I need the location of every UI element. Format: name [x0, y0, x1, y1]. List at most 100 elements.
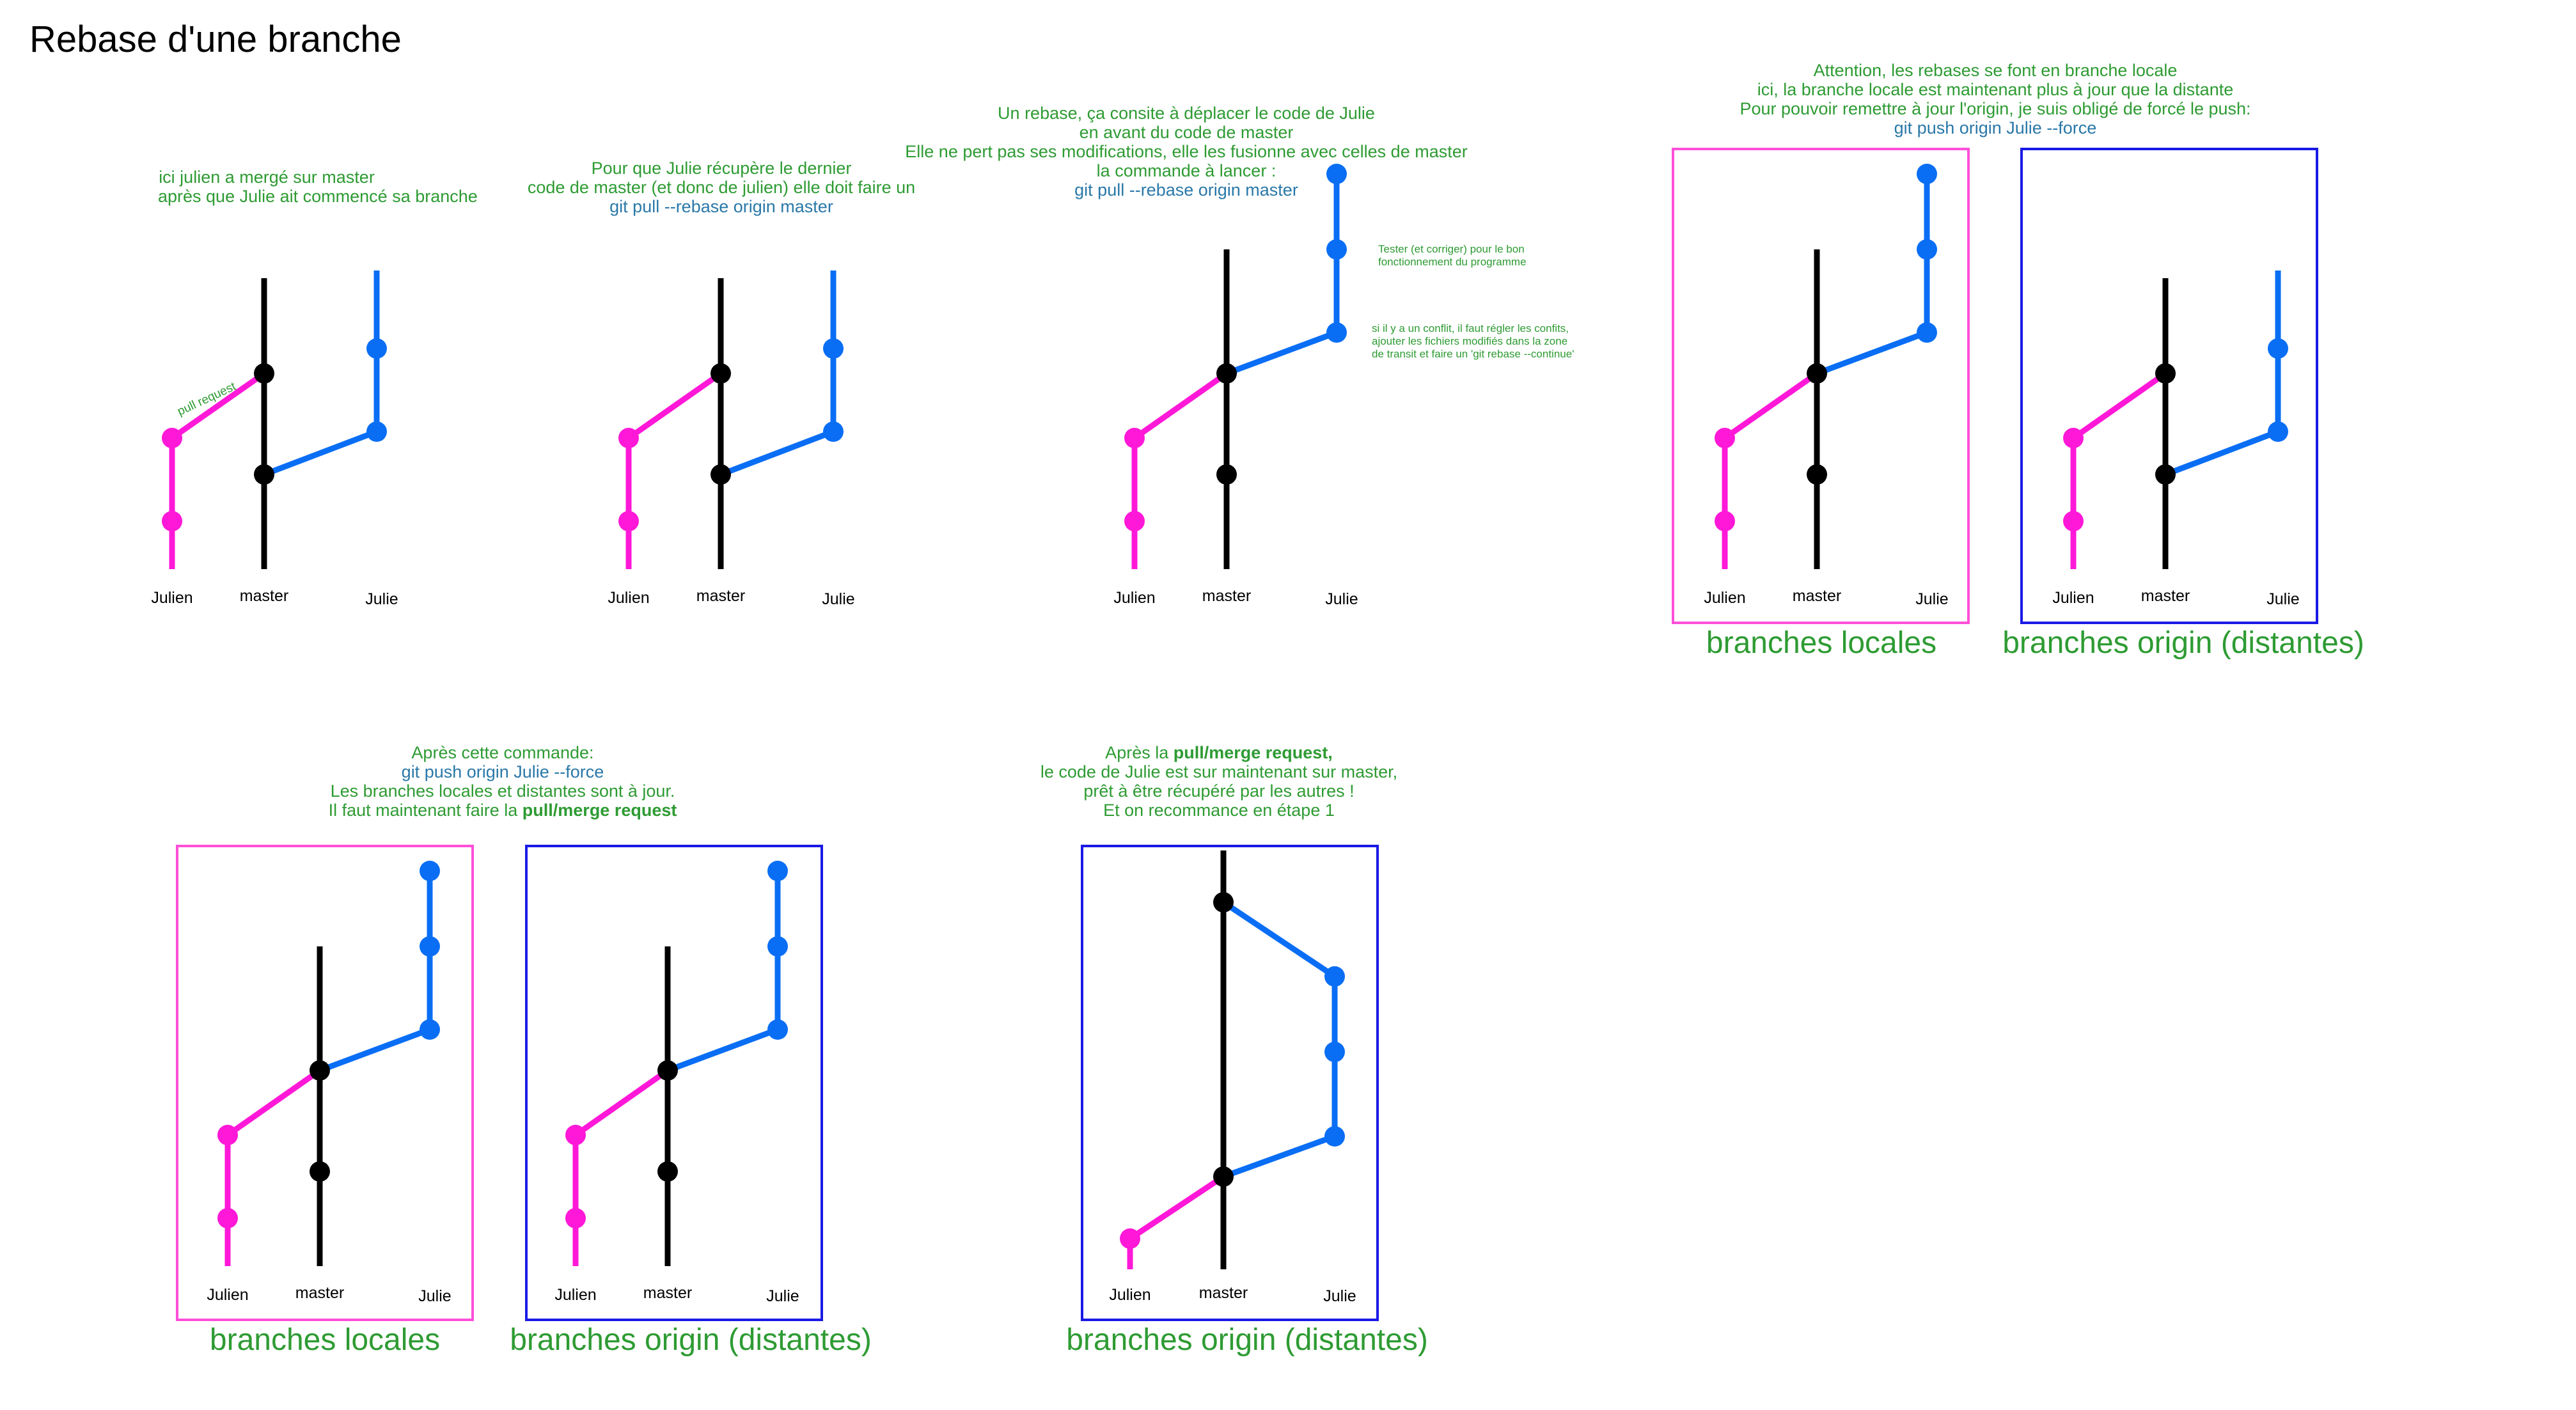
- step4-origin-box: [2020, 148, 2318, 624]
- step5-local-julie-commit-2: [420, 936, 440, 957]
- step6-line-1: Après la pull/merge request,: [1041, 743, 1397, 762]
- step4-origin-julie-commit-1: [2268, 421, 2288, 442]
- step5-local-label-master: master: [295, 1284, 344, 1302]
- step4-origin-julien-commit-1: [2063, 511, 2084, 531]
- step2-label-master: master: [696, 587, 745, 605]
- step4-line-2: ici, la branche locale est maintenant pl…: [1757, 80, 2234, 99]
- step4-origin-label-julie: Julie: [2266, 590, 2299, 608]
- step5-local-label-julie: Julie: [418, 1287, 451, 1305]
- step5-local-julien-commit-1: [217, 1208, 238, 1228]
- side-note-conflict-line-3: de transit et faire un 'git rebase --con…: [1372, 348, 1575, 360]
- step2-julien-commit-2: [618, 428, 639, 448]
- step4-origin-julien-merge-line: [2071, 371, 2167, 441]
- step5-local-label-julien: Julien: [207, 1286, 248, 1304]
- step2-julien-merge-line: [627, 371, 723, 441]
- step6-julie-commit-2: [1324, 1042, 1345, 1062]
- caption-step5-origin: branches origin (distantes): [510, 1323, 872, 1357]
- step4-origin-julie-branch-line: [2164, 428, 2279, 478]
- step3-label-julien: Julien: [1113, 589, 1155, 607]
- step1-master-commit-merge: [254, 363, 274, 384]
- step3-line-1: Un rebase, ça consite à déplacer le code…: [998, 104, 1375, 123]
- step5-local-julie-commit-1: [420, 1019, 440, 1040]
- step4-origin-master-commit-base: [2155, 464, 2176, 485]
- step1-master-commit-base: [254, 464, 274, 485]
- step1-line-1: ici julien a mergé sur master: [159, 168, 375, 187]
- step2-line-2: code de master (et donc de julien) elle …: [527, 178, 916, 197]
- step4-local-julie-branch-line: [1816, 329, 1928, 377]
- step1-julien-commit-1: [162, 511, 182, 531]
- step5-local-julie-branch-line: [318, 1026, 431, 1074]
- step4-local-julie-commit-3: [1917, 164, 1937, 184]
- side-note-conflict-line-1: si il y a un conflit, il faut régler les…: [1372, 322, 1569, 334]
- step6-line-3: prêt à être récupéré par les autres !: [1083, 781, 1355, 801]
- step5-origin-master-commit-merge: [657, 1060, 678, 1081]
- step3-side-note-test: Tester (et corriger) pour le bon fonctio…: [1378, 243, 1527, 269]
- step2-master-commit-merge: [711, 363, 731, 384]
- step3-master-commit-base: [1216, 464, 1237, 485]
- step1-julie-commit-2: [366, 338, 387, 359]
- caption-step4-local: branches locales: [1706, 626, 1937, 660]
- step4-origin-label-master: master: [2141, 587, 2190, 605]
- step4-origin-julie-commit-2: [2268, 338, 2288, 359]
- step1-julien-merge-line: [170, 371, 266, 441]
- page-title: Rebase d'une branche: [29, 19, 402, 60]
- step5-line-3: Les branches locales et distantes sont à…: [330, 781, 675, 801]
- step5-origin-master-commit-base: [657, 1161, 678, 1182]
- step4-local-label-julie: Julie: [1915, 590, 1948, 608]
- step6-line-2: le code de Julie est sur maintenant sur …: [1040, 762, 1398, 781]
- step5-origin-julien-commit-2: [565, 1125, 586, 1145]
- step1-julien-commit-2: [162, 428, 182, 448]
- step3-julien-commit-1: [1124, 511, 1145, 531]
- step5-line-1: Après cette commande:: [411, 743, 594, 762]
- step5-local-box: [176, 845, 474, 1321]
- step3-julie-commit-2: [1326, 239, 1347, 260]
- step3-julien-commit-2: [1124, 428, 1145, 448]
- step3-note: Un rebase, ça consite à déplacer le code…: [905, 104, 1467, 200]
- step5-origin-label-master: master: [643, 1284, 692, 1302]
- step4-line-1: Attention, les rebases se font en branch…: [1813, 61, 2178, 80]
- step1-julie-branch-line: [263, 428, 378, 478]
- step5-origin-box: [525, 845, 823, 1321]
- step3-label-julie: Julie: [1325, 590, 1358, 608]
- step3-line-2: en avant du code de master: [1079, 123, 1294, 142]
- step5-origin-julien-commit-1: [565, 1208, 586, 1228]
- step3-line-3: Elle ne pert pas ses modifications, elle…: [905, 142, 1468, 161]
- step3-julie-commit-1: [1326, 322, 1347, 343]
- step4-local-master-commit-merge: [1807, 363, 1827, 384]
- side-note-conflict-line-2: ajouter les fichiers modifiés dans la zo…: [1372, 335, 1568, 347]
- step5-line-4-bold: pull/merge request: [522, 801, 677, 820]
- step6-master-commit-merged: [1213, 892, 1234, 913]
- step6-line-1-prefix: Après la: [1105, 743, 1174, 762]
- step2-julien-commit-1: [618, 511, 639, 531]
- step2-line-1: Pour que Julie récupère le dernier: [591, 159, 852, 178]
- step4-origin-master-commit-merge: [2155, 363, 2176, 384]
- caption-step5-local: branches locales: [209, 1323, 441, 1357]
- step2-label-julien: Julien: [608, 589, 649, 607]
- step2-julie-commit-1: [823, 421, 844, 442]
- step5-origin-julie-branch-line: [666, 1026, 779, 1074]
- step4-note: Attention, les rebases se font en branch…: [1740, 61, 2250, 137]
- step5-line-4: Il faut maintenant faire la pull/merge r…: [329, 801, 677, 820]
- step3-side-note-conflict: si il y a un conflit, il faut régler les…: [1372, 322, 1574, 361]
- step3-command: git pull --rebase origin master: [1074, 180, 1298, 200]
- step5-local-master-commit-merge: [310, 1060, 330, 1081]
- step6-line-4: Et on recommance en étape 1: [1103, 801, 1335, 820]
- step6-label-julie: Julie: [1323, 1287, 1356, 1305]
- step1-label-julie: Julie: [365, 590, 398, 608]
- step6-origin-box: [1081, 845, 1379, 1321]
- step4-origin-julien-commit-2: [2063, 428, 2084, 448]
- step6-note: Après la pull/merge request, le code de …: [1041, 743, 1397, 820]
- step6-julien-commit: [1120, 1228, 1140, 1249]
- step4-origin-label-julien: Julien: [2052, 589, 2094, 607]
- step6-julie-branch-line: [1222, 1133, 1336, 1180]
- step2-julie-branch-line: [719, 428, 835, 478]
- step2-note: Pour que Julie récupère le dernier code …: [528, 159, 915, 216]
- step6-master-commit-base: [1213, 1166, 1234, 1187]
- step3-julie-branch-line: [1225, 329, 1338, 377]
- step4-local-label-julien: Julien: [1704, 589, 1745, 607]
- step6-julien-merge-line: [1128, 1174, 1225, 1241]
- step6-julie-commit-1: [1324, 1126, 1345, 1147]
- step5-local-master-commit-base: [310, 1161, 330, 1182]
- step4-line-3: Pour pouvoir remettre à jour l'origin, j…: [1740, 99, 2251, 118]
